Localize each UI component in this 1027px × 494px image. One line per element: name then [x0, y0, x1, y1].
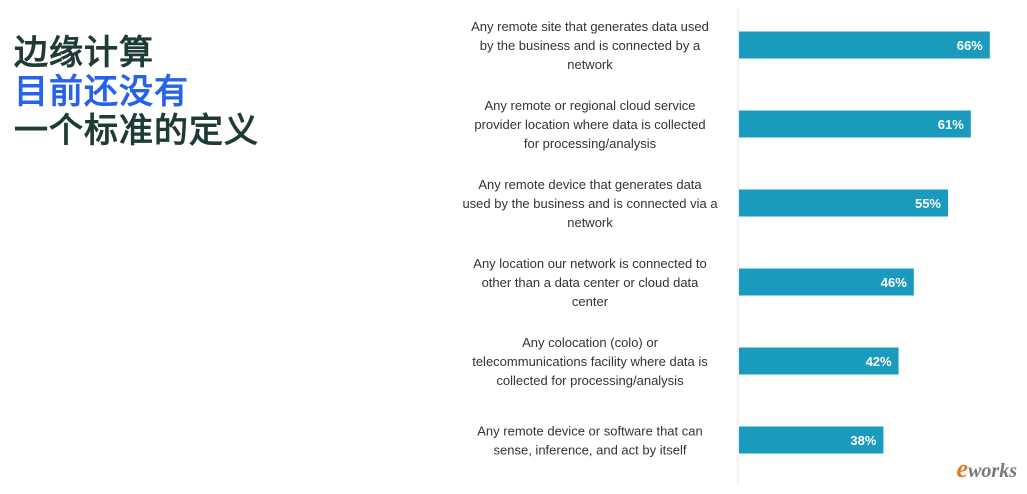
category-label: other than a data center or cloud data [482, 275, 700, 290]
title-line-2: 目前还没有 [14, 72, 189, 112]
bar-value-label: 55% [915, 196, 941, 211]
bar-value-label: 42% [866, 354, 892, 369]
category-label: network [567, 215, 613, 230]
bar [739, 189, 948, 217]
category-label: network [567, 57, 613, 72]
category-label: for processing/analysis [524, 136, 657, 151]
category-label: by the business and is connected by a [480, 38, 701, 53]
category-label: Any remote or regional cloud service [485, 98, 696, 113]
bar-value-label: 46% [881, 275, 907, 290]
bar [739, 31, 990, 59]
category-label: Any location our network is connected to [473, 256, 706, 271]
category-label: Any remote device or software that can [477, 424, 702, 439]
category-label: Any remote site that generates data used [471, 19, 709, 34]
title-line-3: 一个标准的定义 [14, 111, 259, 151]
title-line-1: 边缘计算 [14, 33, 154, 73]
bar-value-label: 61% [938, 117, 964, 132]
works-logo: eworks [957, 454, 1017, 484]
bar-value-label: 38% [850, 433, 876, 448]
bar [739, 426, 884, 454]
category-label: used by the business and is connected vi… [462, 196, 718, 211]
category-label: collected for processing/analysis [496, 373, 684, 388]
bar [739, 347, 899, 375]
category-label: Any colocation (colo) or [522, 335, 659, 350]
category-label: center [572, 294, 609, 309]
logo-text: works [968, 460, 1017, 482]
category-label: provider location where data is collecte… [474, 117, 705, 132]
bar [739, 268, 914, 296]
category-label: Any remote device that generates data [478, 177, 702, 192]
category-label: sense, inference, and act by itself [494, 443, 687, 458]
category-label: telecommunications facility where data i… [472, 354, 708, 369]
chart-title: 边缘计算 目前还没有 一个标准的定义 [14, 34, 259, 151]
bar-value-label: 66% [957, 38, 983, 53]
logo-mark: e [956, 454, 969, 483]
bar [739, 110, 971, 138]
